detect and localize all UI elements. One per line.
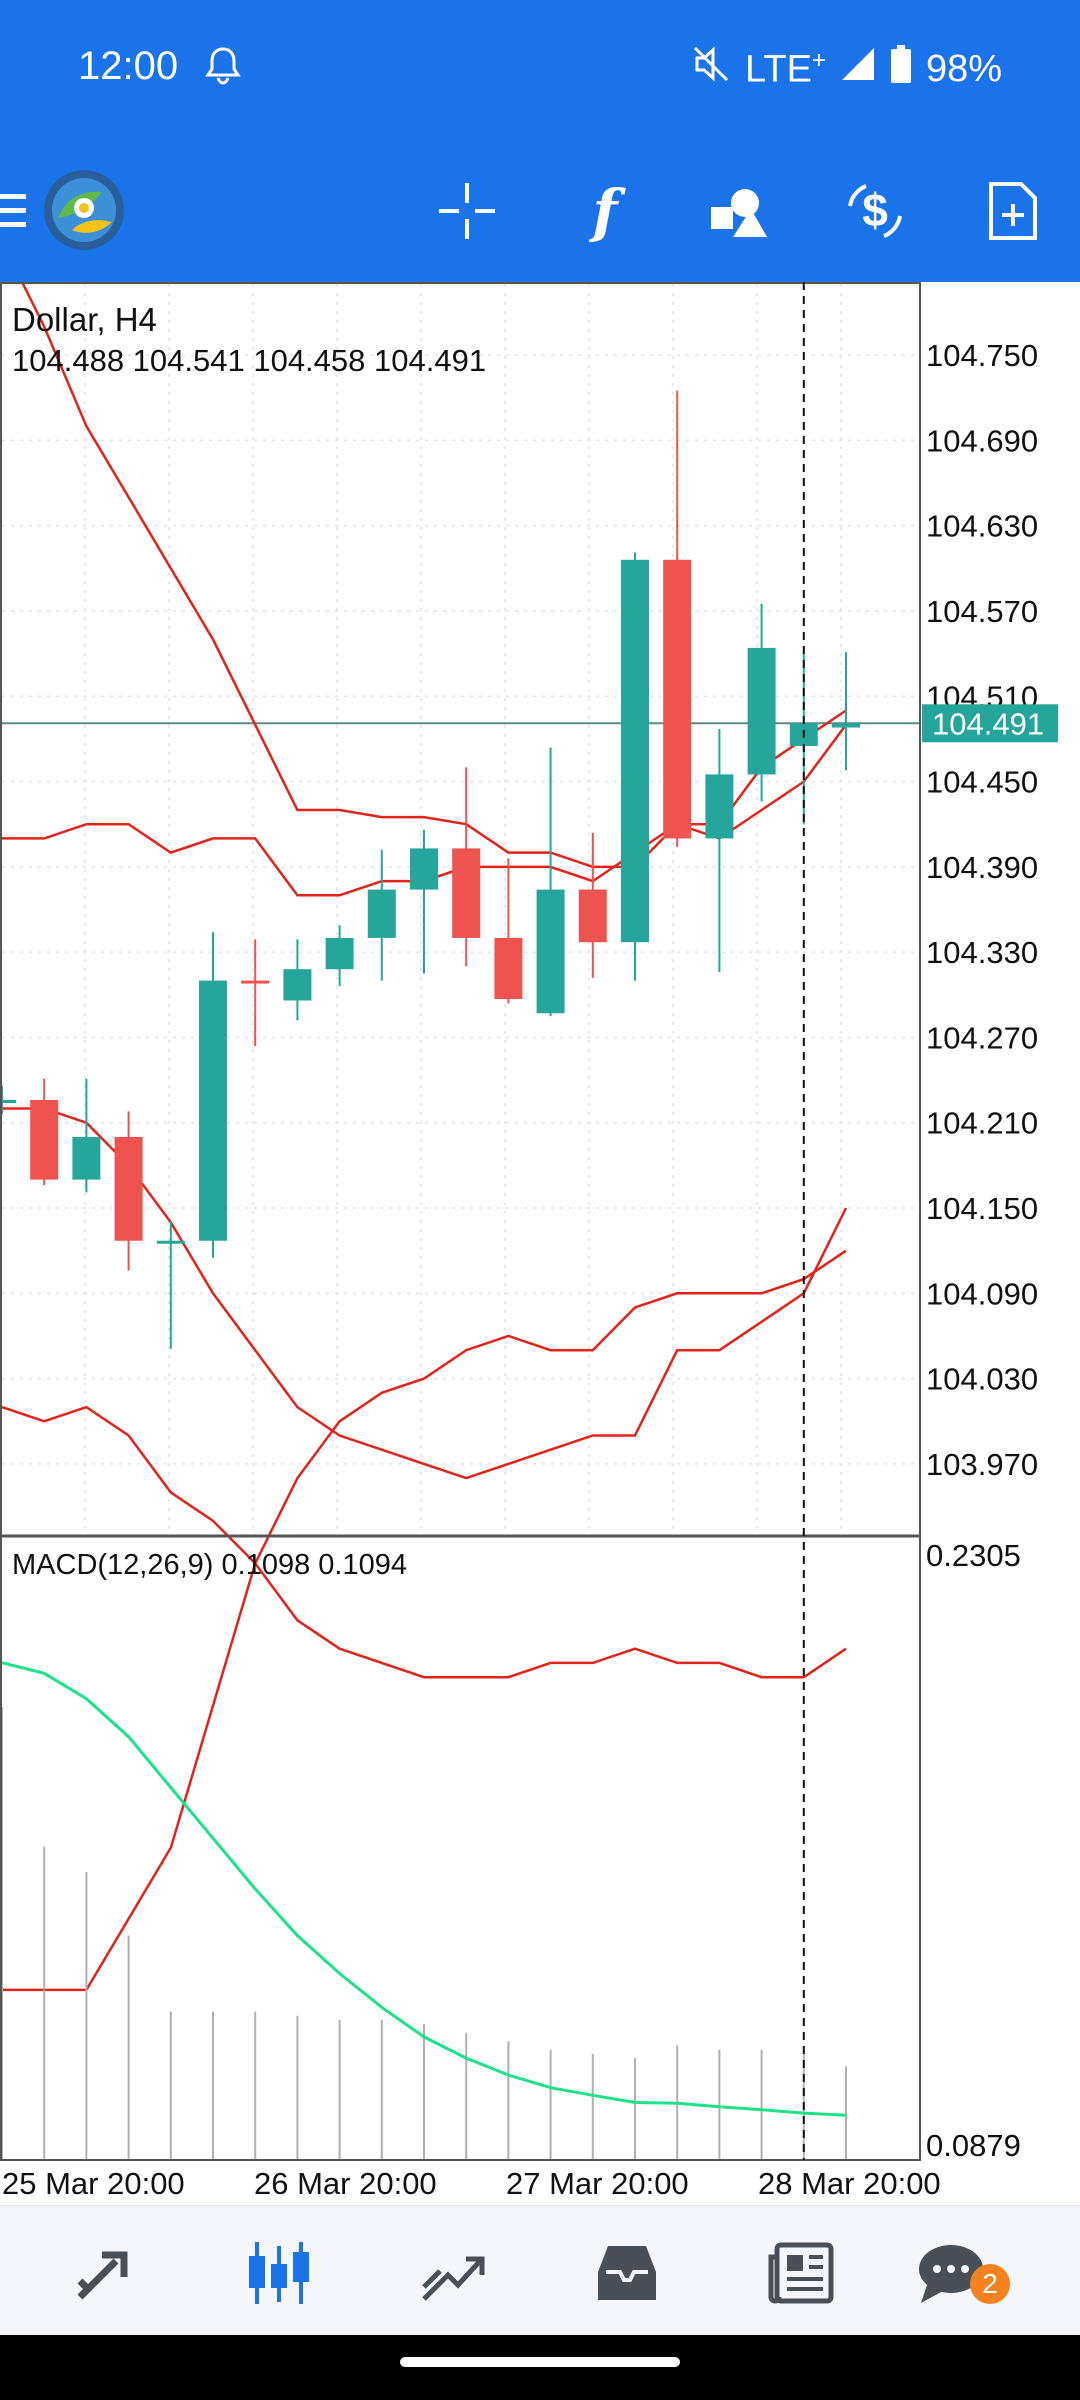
price-axis-label: 104.330 xyxy=(926,935,1038,970)
new-order-icon[interactable] xyxy=(968,166,1058,256)
nav-history-icon[interactable] xyxy=(582,2228,672,2318)
chart-frame xyxy=(0,282,921,2161)
macd-pane xyxy=(1,1661,847,2160)
candle-body xyxy=(705,774,734,839)
price-axis-label: 104.270 xyxy=(926,1020,1038,1055)
network-type: LTE+ xyxy=(745,47,826,92)
candle-body xyxy=(241,980,270,984)
menu-icon[interactable] xyxy=(0,192,26,235)
nav-messages-icon[interactable] xyxy=(906,2228,996,2318)
price-axis: 104.750104.690104.630104.570104.510104.4… xyxy=(926,338,1038,1482)
nav-quotes-icon[interactable] xyxy=(62,2228,152,2318)
trade-icon[interactable]: $ xyxy=(830,166,920,256)
band-outer_upper xyxy=(0,240,847,869)
current-price-tag: 104.491 xyxy=(922,704,1058,743)
bottom-navigation xyxy=(0,2205,1080,2336)
ohlc-label: 104.488 104.541 104.458 104.491 xyxy=(12,343,486,378)
candle-body xyxy=(367,889,396,938)
price-axis-label: 104.150 xyxy=(926,1191,1038,1226)
network-plus: + xyxy=(811,46,826,74)
price-axis-label: 104.450 xyxy=(926,765,1038,800)
battery-icon xyxy=(890,45,912,93)
macd-axis-bottom: 0.0879 xyxy=(926,2128,1021,2163)
time-axis: 25 Mar 20:00 26 Mar 20:00 27 Mar 20:00 2… xyxy=(0,2160,1080,2205)
app-toolbar: f $ xyxy=(0,140,1080,282)
system-navigation-bar xyxy=(0,2335,1080,2400)
price-axis-label: 104.090 xyxy=(926,1276,1038,1311)
mute-icon xyxy=(691,44,731,94)
symbol-timeframe-label: Dollar, H4 xyxy=(12,301,157,338)
indicators-label: f xyxy=(592,177,618,245)
band-middle xyxy=(2,1107,848,1480)
status-indicators: LTE+ 98% xyxy=(691,44,1002,94)
battery-level: 98% xyxy=(925,47,1002,90)
objects-icon[interactable] xyxy=(694,166,784,256)
price-chart[interactable]: Dollar, H4 104.488 104.541 104.458 104.4… xyxy=(0,240,1080,2170)
time-label: 26 Mar 20:00 xyxy=(254,2166,437,2201)
app-logo-icon[interactable] xyxy=(42,168,126,257)
candle-body xyxy=(0,1099,16,1103)
svg-text:$: $ xyxy=(862,184,888,236)
nav-trade-icon[interactable] xyxy=(408,2228,498,2318)
price-axis-label: 103.970 xyxy=(926,1447,1038,1482)
price-axis-label: 104.690 xyxy=(926,423,1038,458)
band-inner_lower xyxy=(1,1405,847,1679)
macd-axis-top: 0.2305 xyxy=(926,1538,1021,1573)
chart-area[interactable]: Dollar, H4 104.488 104.541 104.458 104.4… xyxy=(0,240,1080,2170)
candle-body xyxy=(30,1099,59,1180)
home-indicator[interactable] xyxy=(400,2357,680,2367)
macd-label: MACD(12,26,9) 0.1098 0.1094 xyxy=(12,1549,407,1581)
status-bar: 12:00 LTE+ 98% xyxy=(0,0,1080,140)
candle-body xyxy=(663,559,692,839)
candle-body xyxy=(325,937,354,970)
plot-border xyxy=(0,282,921,2161)
indicators-icon[interactable]: f xyxy=(560,166,650,256)
candle-body xyxy=(283,969,312,1001)
candle-body xyxy=(621,559,649,943)
candle-body xyxy=(747,647,776,775)
current-price-label: 104.491 xyxy=(932,706,1044,741)
candles xyxy=(0,390,860,1349)
candle-body xyxy=(199,980,227,1241)
price-axis-label: 104.570 xyxy=(926,594,1038,629)
candle-body xyxy=(536,889,565,1014)
price-axis-label: 104.630 xyxy=(926,509,1038,544)
messages-badge: 2 xyxy=(970,2264,1010,2304)
candle-body xyxy=(578,889,607,943)
price-axis-label: 104.030 xyxy=(926,1362,1038,1397)
candle-body xyxy=(832,723,860,728)
status-time: 12:00 xyxy=(78,44,179,88)
candle-body xyxy=(494,937,523,1000)
network-label: LTE xyxy=(745,48,812,91)
price-axis-label: 104.210 xyxy=(926,1106,1038,1141)
candle-body xyxy=(452,848,481,938)
candle-body xyxy=(156,1240,185,1244)
macd-signal-line xyxy=(1,1661,847,2117)
crosshair-icon[interactable] xyxy=(422,166,512,256)
signal-icon xyxy=(840,46,876,92)
time-label: 27 Mar 20:00 xyxy=(506,2166,689,2201)
nav-news-icon[interactable] xyxy=(756,2228,846,2318)
notification-icon xyxy=(205,46,241,91)
time-label: 28 Mar 20:00 xyxy=(758,2166,941,2201)
band-outer_lower xyxy=(2,1249,847,1992)
time-label: 25 Mar 20:00 xyxy=(2,2166,185,2201)
candle-body xyxy=(410,848,438,890)
price-axis-label: 104.390 xyxy=(926,850,1038,885)
price-axis-label: 104.750 xyxy=(926,338,1038,373)
chart-grid xyxy=(2,284,920,1535)
nav-chart-icon[interactable] xyxy=(234,2228,324,2318)
candle-body xyxy=(114,1136,143,1241)
candle-body xyxy=(72,1136,101,1180)
